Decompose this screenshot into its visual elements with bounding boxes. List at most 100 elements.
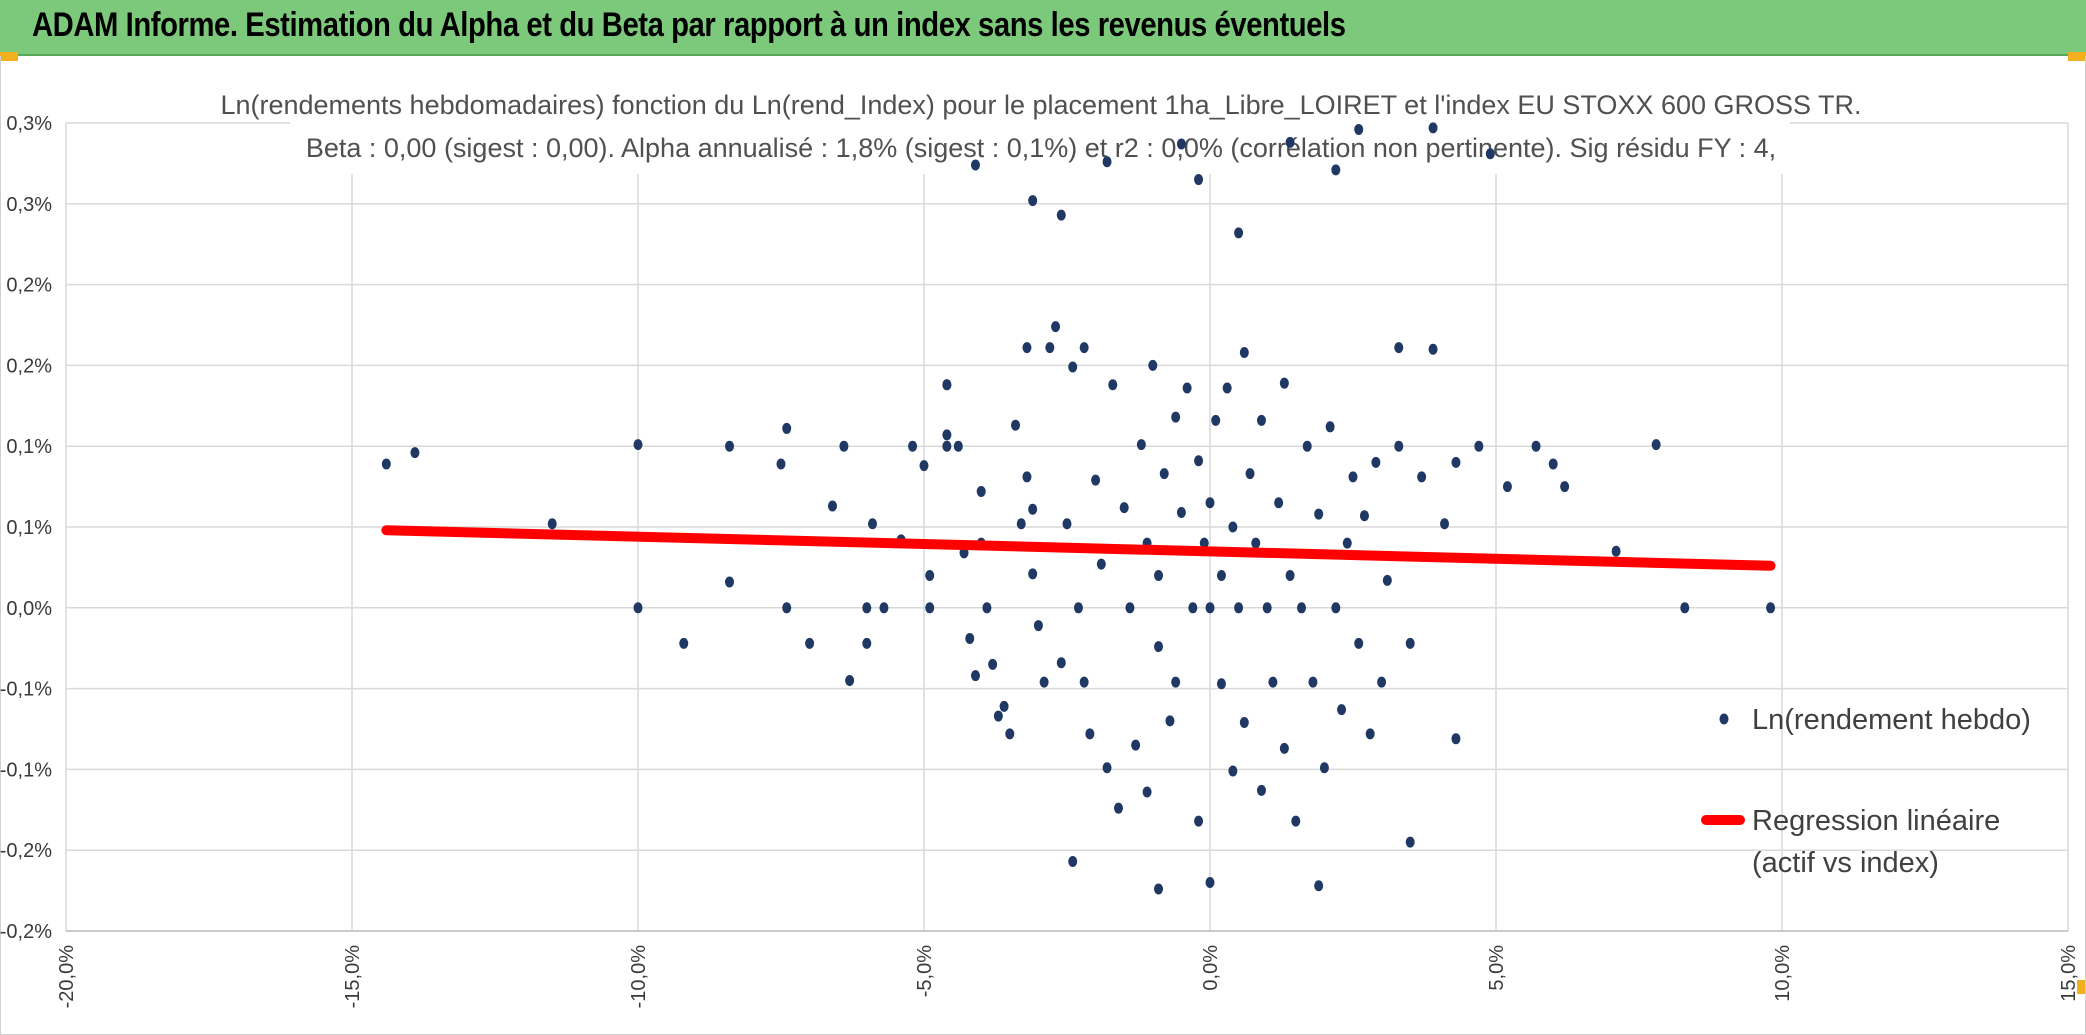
scatter-point	[925, 602, 935, 614]
scatter-point	[633, 602, 643, 614]
scatter-point	[1091, 474, 1101, 486]
scatter-point	[725, 440, 735, 452]
scatter-point	[1548, 458, 1558, 470]
scatter-point	[1188, 602, 1198, 614]
y-tick-label: -0,2%	[0, 921, 52, 943]
scatter-point	[1068, 856, 1078, 868]
scatter-point	[1073, 602, 1083, 614]
scatter-point	[862, 602, 872, 614]
scatter-point	[1502, 481, 1512, 493]
regression-line-path	[381, 525, 1776, 571]
scatter-point	[1108, 379, 1118, 391]
scatter-point	[1279, 742, 1289, 754]
scatter-point	[1194, 815, 1204, 827]
chart-title-line-1: Ln(rendements hebdomadaires) fonction du…	[220, 90, 1861, 120]
scatter-point	[1285, 136, 1295, 148]
scatter-point	[1102, 762, 1112, 774]
scatter-point	[1428, 122, 1438, 134]
scatter-point	[1171, 411, 1181, 423]
y-tick-label: 0,0%	[6, 598, 52, 620]
legend-marker-scatter	[1719, 713, 1729, 725]
scatter-point	[942, 379, 952, 391]
scatter-point	[1234, 602, 1244, 614]
scatter-point	[1256, 784, 1266, 796]
y-tick-label: 0,3%	[6, 194, 52, 216]
scatter-point	[1205, 497, 1215, 509]
scatter-point	[1285, 569, 1295, 581]
scatter-point	[868, 518, 878, 530]
y-tick-label: -0,1%	[0, 759, 52, 781]
scatter-point	[925, 569, 935, 581]
scatter-point	[1314, 508, 1324, 520]
scatter-point	[1354, 123, 1364, 135]
scatter-point	[1148, 359, 1158, 371]
scatter-point	[633, 439, 643, 451]
scatter-point	[782, 602, 792, 614]
scatter-point	[953, 440, 963, 452]
scatter-point	[776, 458, 786, 470]
scatter-point	[1154, 641, 1164, 653]
scatter-point	[993, 710, 1003, 722]
scatter-point	[1028, 195, 1038, 207]
scatter-point	[1102, 156, 1112, 168]
scatter-point	[862, 637, 872, 649]
legend-label-regression: (actif vs index)	[1752, 847, 1939, 879]
scatter-point	[1159, 468, 1169, 480]
x-tick-label: 10,0%	[1772, 945, 1794, 1002]
scatter-point	[839, 440, 849, 452]
scatter-point	[1274, 497, 1284, 509]
scatter-point	[1342, 537, 1352, 549]
y-tick-label: 0,1%	[6, 517, 52, 539]
scatter-point	[1096, 558, 1106, 570]
scatter-point	[965, 633, 975, 645]
scatter-point	[1068, 361, 1078, 373]
chart-title-background	[290, 84, 1790, 174]
scatter-point	[1428, 343, 1438, 355]
scatter-point	[1239, 717, 1249, 729]
scatter-point	[1651, 439, 1661, 451]
scatter-point	[1319, 762, 1329, 774]
x-tick-label: 5,0%	[1486, 945, 1508, 991]
scatter-point	[1033, 620, 1043, 632]
scatter-point	[1365, 728, 1375, 740]
scatter-point	[1405, 637, 1415, 649]
scatter-point	[1371, 456, 1381, 468]
scatter-point	[1205, 877, 1215, 889]
scatter-point	[942, 440, 952, 452]
scatter-point	[1239, 346, 1249, 358]
scatter-point	[1268, 676, 1278, 688]
scatter-point	[1079, 676, 1089, 688]
scatter-point	[1451, 733, 1461, 745]
scatter-point	[1028, 503, 1038, 515]
scatter-point	[1297, 602, 1307, 614]
scatter-point	[919, 460, 929, 472]
scatter-point	[679, 637, 689, 649]
scatter-point	[1119, 502, 1129, 514]
scatter-point	[1005, 728, 1015, 740]
scatter-point	[1377, 676, 1387, 688]
scatter-point	[1194, 174, 1204, 186]
scatter-point	[1234, 227, 1244, 239]
x-tick-label: -15,0%	[342, 945, 364, 1009]
scatter-point	[1154, 883, 1164, 895]
scatter-point	[988, 658, 998, 670]
y-tick-label: 0,2%	[6, 355, 52, 377]
scatter-point	[1560, 481, 1570, 493]
scatter-point	[982, 602, 992, 614]
scatter-point	[1354, 637, 1364, 649]
scatter-point	[970, 159, 980, 171]
scatter-point	[1051, 321, 1061, 333]
scatter-point	[976, 485, 986, 497]
scatter-point	[1199, 537, 1209, 549]
y-tick-label: -0,1%	[0, 679, 52, 701]
tick-labels: -0,2% -0,2% -0,1% -0,1% 0,0% 0,1% 0,1% 0,2% 0,2%…	[0, 113, 2080, 1008]
scatter-point	[1222, 382, 1232, 394]
corner-mark-bottom-right	[2077, 980, 2086, 994]
scatter-point	[1045, 342, 1055, 354]
y-tick-label: 0,3%	[6, 113, 52, 135]
legend-label-scatter: Ln(rendement hebdo)	[1752, 704, 2031, 736]
scatter-point	[1142, 786, 1152, 798]
scatter-point	[1176, 138, 1186, 150]
scatter-point	[1474, 440, 1484, 452]
